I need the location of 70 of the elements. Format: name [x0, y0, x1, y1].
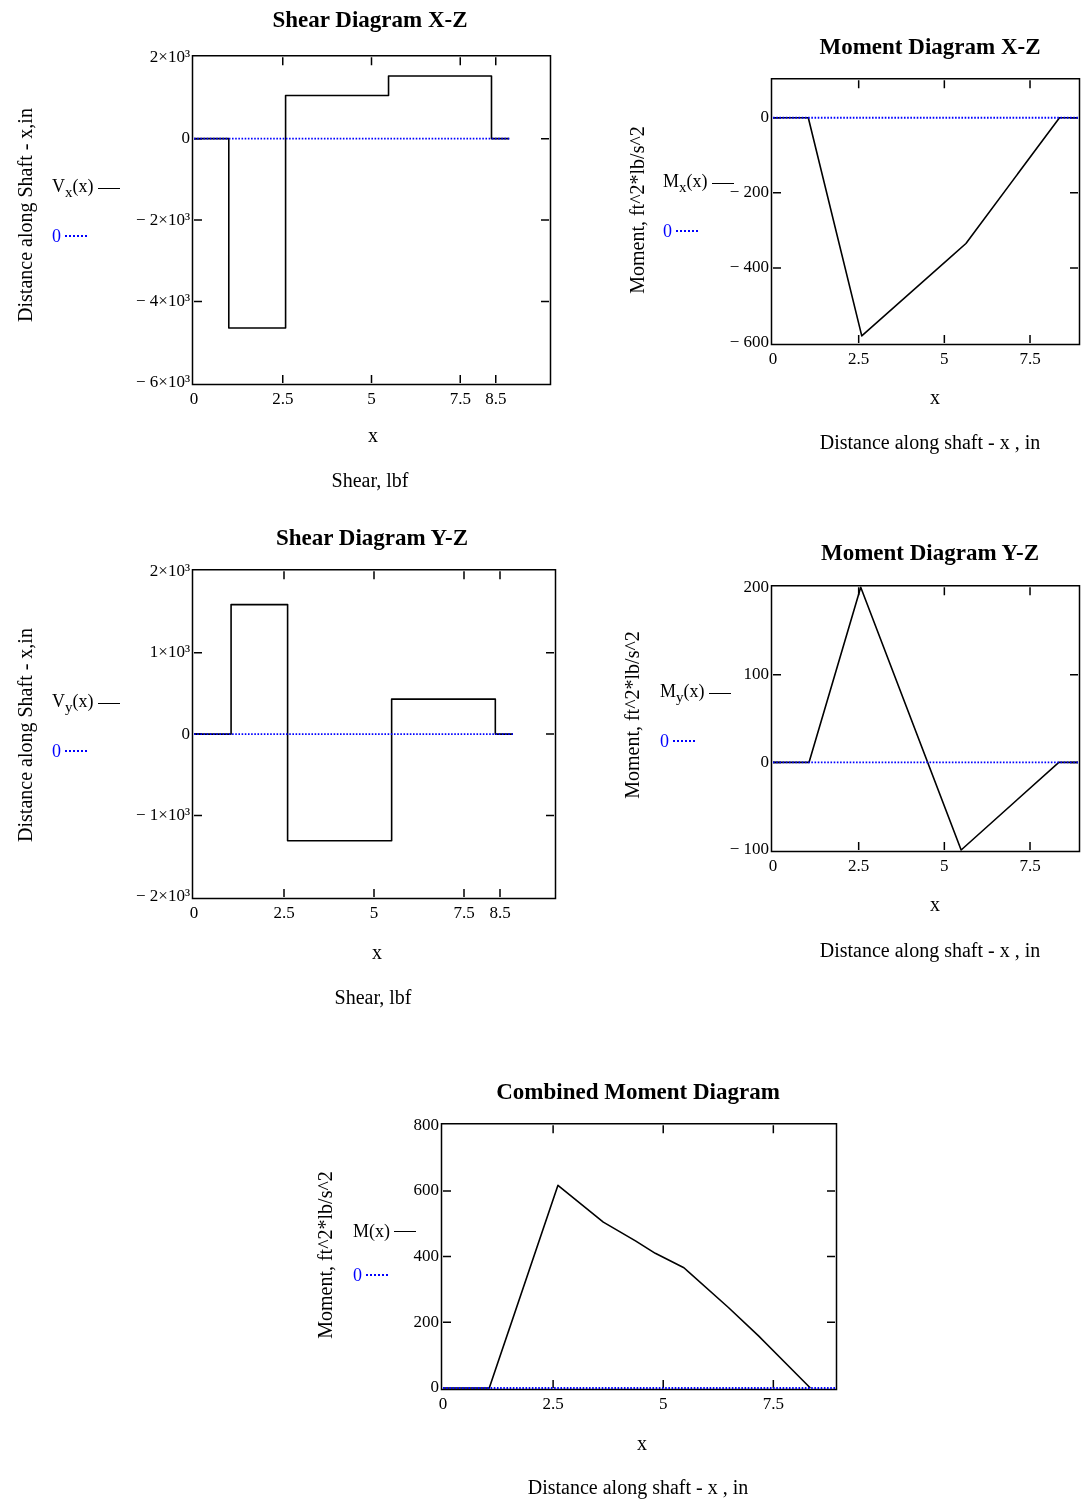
legend-label: M$_{x}$(x): [663, 170, 708, 197]
x-tick-label: 5: [940, 348, 949, 368]
x-axis-title: x: [368, 423, 378, 447]
text: Shear, lbf: [331, 468, 409, 492]
chart-title: Combined Moment Diagram: [496, 1079, 780, 1105]
y-tick-label: − 600: [729, 332, 769, 352]
legend-label: V$_{y}$(x): [52, 690, 94, 717]
text: Distance along shaft - x , in: [527, 1475, 749, 1499]
y-tick-label: − 4×10³: [135, 291, 190, 311]
x-tick-label: 7.5: [449, 388, 471, 408]
legend-label: M(x): [353, 1220, 390, 1242]
y-axis-title: Distance along Shaft - x,in: [13, 628, 37, 842]
legend-label: 0: [353, 1264, 362, 1286]
x-tick-label: 2.5: [542, 1393, 564, 1413]
x-tick-label: 2.5: [273, 902, 295, 922]
x-tick-label: 8.5: [485, 388, 507, 408]
x-tick-label: 7.5: [1019, 855, 1041, 875]
y-tick-label: 100: [743, 664, 769, 684]
x-axis-title: x: [930, 892, 940, 916]
x-tick-label: 2.5: [848, 855, 870, 875]
x-tick-label: 2.5: [272, 388, 294, 408]
x-tick-label: 5: [369, 902, 379, 922]
x-axis-title: x: [637, 1431, 647, 1455]
y-tick-label: − 2×10³: [135, 209, 190, 229]
y-tick-label: 400: [413, 1246, 439, 1266]
x-tick-label: 2.5: [848, 348, 870, 368]
legend-label: 0: [660, 729, 669, 752]
x-tick-label: 5: [658, 1393, 668, 1413]
y-tick-label: 800: [413, 1114, 439, 1134]
x-tick-label: 7.5: [453, 902, 475, 922]
x-tick-label: 5: [367, 388, 376, 408]
legend-label: V$_{x}$(x): [52, 175, 94, 202]
x-tick-label: 8.5: [489, 902, 511, 922]
y-axis-title: Distance along Shaft - x,in: [13, 108, 37, 322]
y-tick-label: 1×10³: [149, 642, 190, 662]
y-tick-label: 0: [760, 107, 769, 127]
legend-label: M$_{y}$(x): [660, 680, 705, 707]
chart-title: Moment Diagram X-Z: [819, 34, 1041, 60]
chart-title: Shear Diagram X-Z: [272, 7, 468, 33]
y-tick-label: 2×10³: [149, 46, 190, 66]
legend-label: 0: [663, 219, 672, 242]
y-tick-label: − 2×10³: [135, 886, 190, 906]
y-tick-label: − 200: [729, 182, 769, 202]
chart-title: Moment Diagram Y-Z: [820, 540, 1040, 566]
x-tick-label: 7.5: [762, 1393, 784, 1413]
legend-label: 0: [52, 224, 61, 247]
y-axis-title: Moment, ft^2*lb/s^2: [620, 631, 644, 799]
y-axis-title: Moment, ft^2*lb/s^2: [313, 1171, 337, 1339]
chart-title: Shear Diagram Y-Z: [275, 525, 469, 551]
y-tick-label: − 6×10³: [135, 372, 190, 392]
y-tick-label: 200: [743, 576, 769, 596]
y-tick-label: − 100: [729, 839, 769, 859]
y-tick-label: − 400: [729, 257, 769, 277]
legend-label: 0: [52, 739, 61, 762]
text: Shear, lbf: [334, 985, 412, 1009]
text: Distance along shaft - x , in: [819, 430, 1041, 454]
y-tick-label: 2×10³: [149, 560, 190, 580]
x-tick-label: 7.5: [1019, 348, 1041, 368]
y-tick-label: 0: [181, 128, 190, 148]
y-tick-label: 0: [181, 723, 190, 743]
y-tick-label: 200: [413, 1311, 439, 1331]
x-axis-title: x: [930, 385, 940, 409]
y-tick-label: 0: [760, 751, 769, 771]
y-tick-label: 0: [430, 1377, 439, 1397]
y-axis-title: Moment, ft^2*lb/s^2: [625, 126, 649, 294]
y-tick-label: 600: [413, 1180, 439, 1200]
x-tick-label: 5: [940, 855, 949, 875]
y-tick-label: − 1×10³: [135, 805, 190, 825]
text: Distance along shaft - x , in: [819, 938, 1041, 962]
x-axis-title: x: [372, 940, 382, 964]
